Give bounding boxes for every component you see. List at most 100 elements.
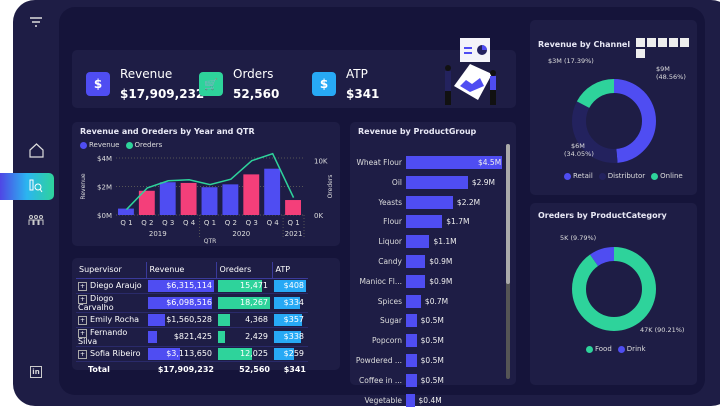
product-bar-row[interactable]: Wheat Flour $4.5M	[350, 156, 510, 169]
revenue-bar[interactable]	[406, 393, 415, 407]
supervisor-cell[interactable]: + Diogo Carvalho	[76, 293, 146, 313]
team-icon[interactable]	[28, 212, 44, 228]
data-label: $1.7M	[446, 217, 470, 227]
revenue-bar[interactable]	[406, 294, 421, 308]
table-row[interactable]: + Sofia Ribeiro $3,113,650 12,025 $259	[76, 346, 308, 362]
legend-retail[interactable]: Retail	[564, 172, 593, 180]
col-header-orders[interactable]: Oreders	[216, 262, 273, 279]
revenue-bar	[222, 184, 239, 215]
revenue-bar[interactable]	[406, 314, 417, 328]
analytics-icon	[28, 178, 44, 194]
product-bar-row[interactable]: Vegetable $0.4M	[350, 393, 510, 407]
orders-cell: 15,471	[216, 278, 272, 294]
legend-orders[interactable]: Oreders	[125, 141, 162, 149]
expand-icon[interactable]: +	[78, 294, 88, 304]
product-bar-row[interactable]: Popcorn $0.5M	[350, 334, 510, 348]
revenue-bar[interactable]	[406, 373, 417, 387]
legend-distributor[interactable]: Distributor	[598, 172, 645, 180]
scrollbar-thumb[interactable]	[506, 144, 510, 284]
linkedin-icon[interactable]: in	[30, 366, 42, 378]
category-label: Liquor	[378, 237, 402, 247]
chart-title: Oreders by ProductCategory	[538, 211, 667, 220]
revenue-orders-chart: Revenue and Oreders by Year and QTR Reve…	[72, 122, 340, 246]
revenue-bar[interactable]	[406, 334, 417, 348]
expand-icon[interactable]: +	[78, 328, 88, 338]
table-row[interactable]: + Fernando Silva $821,425 2,429 $338	[76, 327, 308, 347]
x-tick-label: Q 3	[162, 219, 174, 227]
revenue-cell: $1,560,528	[146, 312, 216, 328]
revenue-bar[interactable]	[406, 195, 453, 209]
x-tick-label: Q 3	[246, 219, 258, 227]
supervisor-name: Diego Araujo	[90, 281, 142, 290]
expand-icon[interactable]: +	[78, 282, 88, 291]
legend-online[interactable]: Online	[651, 172, 683, 180]
expand-icon[interactable]: +	[78, 316, 88, 325]
sidebar-item-analytics[interactable]	[0, 173, 54, 200]
scrollbar[interactable]	[506, 144, 510, 379]
supervisor-cell[interactable]: + Sofia Ribeiro	[76, 346, 146, 362]
kpi-card: $ Revenue $17,909,232 🛒 Orders 52,560 $ AT…	[72, 38, 516, 108]
product-bar-row[interactable]: Yeasts $2.2M	[350, 195, 510, 209]
table-row[interactable]: + Emily Rocha $1,560,528 4,368 $357	[76, 312, 308, 328]
table-row[interactable]: + Diego Araujo $6,315,114 15,471 $408	[76, 278, 308, 294]
product-bar-row[interactable]: Powdered ... $0.5M	[350, 354, 510, 367]
more-icon[interactable]	[636, 49, 645, 58]
product-bar-row[interactable]: Liquor $1.1M	[350, 235, 510, 249]
pin-icon[interactable]	[636, 38, 645, 47]
home-icon[interactable]	[28, 142, 44, 158]
kpi-label: Orders	[233, 67, 274, 81]
product-bar-row[interactable]: Flour $1.7M	[350, 215, 510, 229]
settings-icon[interactable]	[658, 38, 667, 47]
total-orders: 52,560	[239, 365, 270, 375]
product-bar-row[interactable]: Candy $0.9M	[350, 255, 510, 268]
revenue-bar	[118, 208, 134, 215]
kpi-orders: 🛒 Orders 52,560	[199, 67, 279, 101]
cart-icon: 🛒	[199, 72, 223, 96]
product-bar-row[interactable]: Oil $2.9M	[350, 175, 510, 189]
legend-revenue[interactable]: Revenue	[80, 141, 120, 149]
col-header-atp[interactable]: ATP	[272, 262, 308, 279]
copy-icon[interactable]	[647, 38, 656, 47]
revenue-bar[interactable]	[406, 274, 426, 288]
data-label: $0.5M	[420, 316, 444, 326]
revenue-bar[interactable]	[406, 235, 430, 249]
revenue-bar[interactable]	[406, 175, 468, 189]
supervisor-cell[interactable]: + Emily Rocha	[76, 312, 146, 328]
revenue-bar[interactable]	[406, 354, 417, 367]
filter-icon[interactable]	[669, 38, 678, 47]
x-tick-label: Q 1	[287, 219, 299, 227]
data-label: $0.7M	[424, 296, 449, 306]
product-bar-row[interactable]: Manioc Fl... $0.9M	[350, 274, 510, 288]
col-header-revenue[interactable]: Revenue	[146, 262, 217, 279]
table-row[interactable]: + Diogo Carvalho $6,098,516 18,267 $334	[76, 293, 308, 313]
revenue-bar	[201, 187, 218, 215]
revenue-bar	[285, 200, 301, 215]
supervisor-cell[interactable]: + Diego Araujo	[76, 278, 146, 294]
supervisor-cell[interactable]: + Fernando Silva	[76, 327, 146, 347]
product-bar-row[interactable]: Spices $0.7M	[350, 294, 510, 308]
revenue-cell: $6,315,114	[146, 278, 216, 294]
legend-drink[interactable]: Drink	[617, 345, 646, 353]
y-tick-label: $0M	[97, 212, 112, 220]
chart-legend: Retail Distributor Online	[564, 172, 683, 180]
x-tick-label: Q 2	[141, 219, 153, 227]
revenue-bar[interactable]	[406, 156, 502, 169]
product-bar-row[interactable]: Coffee in ... $0.5M	[350, 373, 510, 387]
data-label: $1.1M	[433, 237, 457, 247]
revenue-bar	[243, 174, 260, 215]
kpi-value: $341	[346, 87, 380, 101]
revenue-cell: $3,113,650	[146, 346, 216, 362]
revenue-bar[interactable]	[406, 255, 426, 268]
revenue-bar[interactable]	[406, 215, 443, 229]
orders-cell: 18,267	[216, 293, 272, 313]
legend-food[interactable]: Food	[586, 345, 612, 353]
focus-icon[interactable]	[680, 38, 689, 47]
col-header-supervisor[interactable]: Supervisor	[76, 262, 147, 279]
category-label: Coffee in ...	[359, 375, 402, 385]
product-bar-row[interactable]: Sugar $0.5M	[350, 314, 510, 328]
data-label: $0.5M	[420, 336, 444, 346]
filter-icon[interactable]	[28, 14, 44, 30]
data-label: $0.5M	[420, 356, 444, 365]
y2-axis-title: Oreders	[327, 175, 334, 199]
expand-icon[interactable]: +	[78, 350, 88, 359]
